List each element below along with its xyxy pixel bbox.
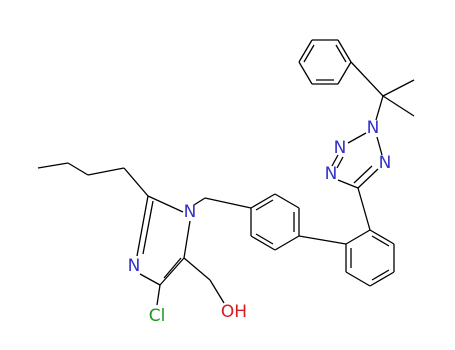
atom-label: N <box>367 118 380 138</box>
atom-label: N <box>128 256 141 276</box>
atom-label: Cl <box>149 306 166 326</box>
bonds <box>37 39 415 306</box>
atom-labels: N N N N N N Cl OH <box>128 118 392 326</box>
atom-label: N <box>334 138 347 158</box>
atom-label: N <box>184 202 197 222</box>
atom-label: N <box>379 153 392 173</box>
atom-label: OH <box>221 302 247 322</box>
atom-label: N <box>325 164 338 184</box>
